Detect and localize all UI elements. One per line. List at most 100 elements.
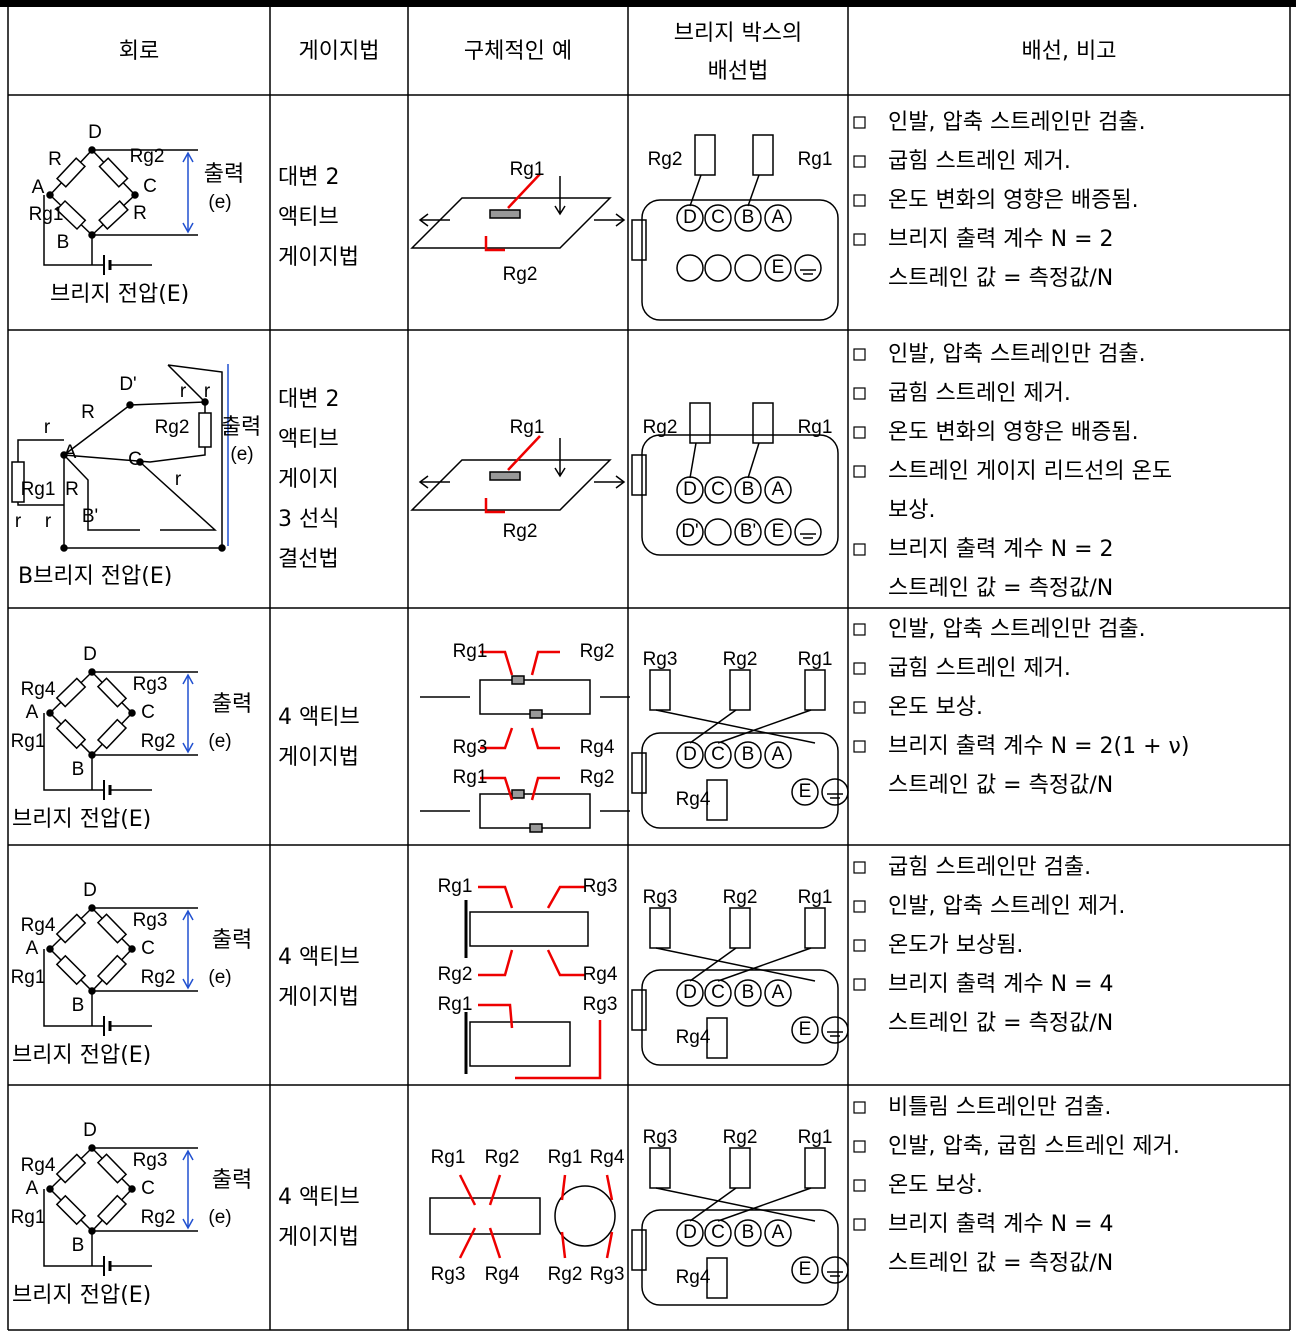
line xyxy=(655,947,816,982)
example-label: Rg2 xyxy=(438,964,473,985)
resistor xyxy=(56,157,86,188)
bullet-box xyxy=(853,116,866,129)
wiring-label: D xyxy=(683,1222,697,1243)
shape xyxy=(182,1218,194,1230)
circuit-label: 출력 xyxy=(212,692,252,717)
circuit-label: Rg3 xyxy=(133,910,168,931)
gauge xyxy=(752,402,774,444)
bridge-box xyxy=(641,732,839,829)
terminal xyxy=(734,476,762,504)
bullet-box xyxy=(853,900,866,913)
bullet-box xyxy=(853,348,866,361)
note-text: 브리지 출력 계수 N = 2 xyxy=(888,227,1114,252)
note-text: 스트레인 게이지 리드선의 온도 xyxy=(888,459,1172,484)
circuit-label: C xyxy=(128,449,142,470)
beam xyxy=(469,911,589,947)
wiring-label: D xyxy=(683,479,697,500)
header-text: 회로 xyxy=(119,39,159,64)
shape xyxy=(182,222,194,234)
circuit-label: Rg1 xyxy=(11,1207,46,1228)
resistor xyxy=(98,157,129,188)
example-label: Rg1 xyxy=(438,876,473,897)
circuit-label: Rg4 xyxy=(21,679,56,700)
gauge xyxy=(529,709,543,719)
wiring-label: Rg3 xyxy=(643,1127,678,1148)
node xyxy=(128,945,136,953)
shape xyxy=(182,742,194,754)
resistor xyxy=(96,1153,128,1184)
terminal xyxy=(704,1219,732,1247)
example-label: Rg1 xyxy=(453,767,488,788)
node xyxy=(128,1185,136,1193)
method-text: 게이지법 xyxy=(278,745,359,770)
example-label: Rg4 xyxy=(590,1147,625,1168)
shape xyxy=(458,1174,614,1259)
note-text: 스트레인 값 = 측정값/N xyxy=(888,576,1113,601)
method-text: 액티브 xyxy=(278,427,339,452)
wiring-label: A xyxy=(772,744,785,765)
node xyxy=(46,191,54,199)
resistor xyxy=(55,199,87,231)
wiring-label: B' xyxy=(740,521,756,542)
wiring-label: C xyxy=(711,744,725,765)
wiring-label: D' xyxy=(681,521,698,542)
resistor xyxy=(55,718,87,750)
wiring-label: Rg3 xyxy=(643,649,678,670)
example-label: Rg3 xyxy=(583,876,618,897)
method-text: 결선법 xyxy=(278,547,339,572)
node xyxy=(218,544,226,552)
circuit-label: (e) xyxy=(208,731,231,752)
shaft-end xyxy=(554,1185,616,1247)
resistor xyxy=(96,913,128,944)
circuit-label: B xyxy=(57,232,70,253)
shape xyxy=(827,793,843,799)
wiring-label: D xyxy=(683,744,697,765)
header-text: 배선, 비고 xyxy=(1022,39,1117,64)
example-label: Rg2 xyxy=(580,641,615,662)
gauge xyxy=(511,675,525,685)
connector xyxy=(631,752,647,794)
terminal xyxy=(704,204,732,232)
gauge xyxy=(689,402,711,444)
example-label: Rg4 xyxy=(580,737,615,758)
circuit-label: 브리지 전압(E) xyxy=(12,1043,151,1068)
line xyxy=(689,709,737,744)
shape xyxy=(554,438,566,478)
node xyxy=(128,709,136,717)
example-label: Rg1 xyxy=(510,417,545,438)
shape xyxy=(484,435,541,514)
circuit-label: A xyxy=(32,177,45,198)
ground xyxy=(821,778,849,806)
circuit-label: (e) xyxy=(208,192,231,213)
wiring-label: Rg1 xyxy=(798,1127,833,1148)
wiring-label: E xyxy=(772,257,785,278)
gauge xyxy=(649,669,671,711)
circuit-label: 브리지 전압(E) xyxy=(12,807,151,832)
gauge xyxy=(649,1147,671,1189)
circuit-label: 브리지 전압(E) xyxy=(50,282,189,307)
wiring-label: Rg3 xyxy=(643,887,678,908)
terminal xyxy=(764,476,792,504)
wiring-label: Rg1 xyxy=(798,417,833,438)
gauge xyxy=(752,134,774,176)
shape xyxy=(800,269,816,275)
terminal xyxy=(676,254,704,282)
circuit-label: C xyxy=(141,1178,155,1199)
node xyxy=(201,398,209,406)
note-text: 스트레인 값 = 측정값/N xyxy=(888,773,1113,798)
shaft xyxy=(429,1197,541,1235)
terminal xyxy=(676,1219,704,1247)
wiring-label: E xyxy=(799,1019,812,1040)
terminal xyxy=(676,979,704,1007)
gauge xyxy=(489,209,521,219)
resistor xyxy=(96,677,128,708)
circuit-label: Rg1 xyxy=(11,731,46,752)
circuit-label: A xyxy=(26,702,39,723)
resistor xyxy=(55,913,87,944)
wiring-label: C xyxy=(711,479,725,500)
circuit-label: Rg3 xyxy=(133,674,168,695)
circuit-label: R xyxy=(65,479,79,500)
circuit-label: r xyxy=(45,511,52,532)
bullet-box xyxy=(853,543,866,556)
example-label: Rg1 xyxy=(438,994,473,1015)
